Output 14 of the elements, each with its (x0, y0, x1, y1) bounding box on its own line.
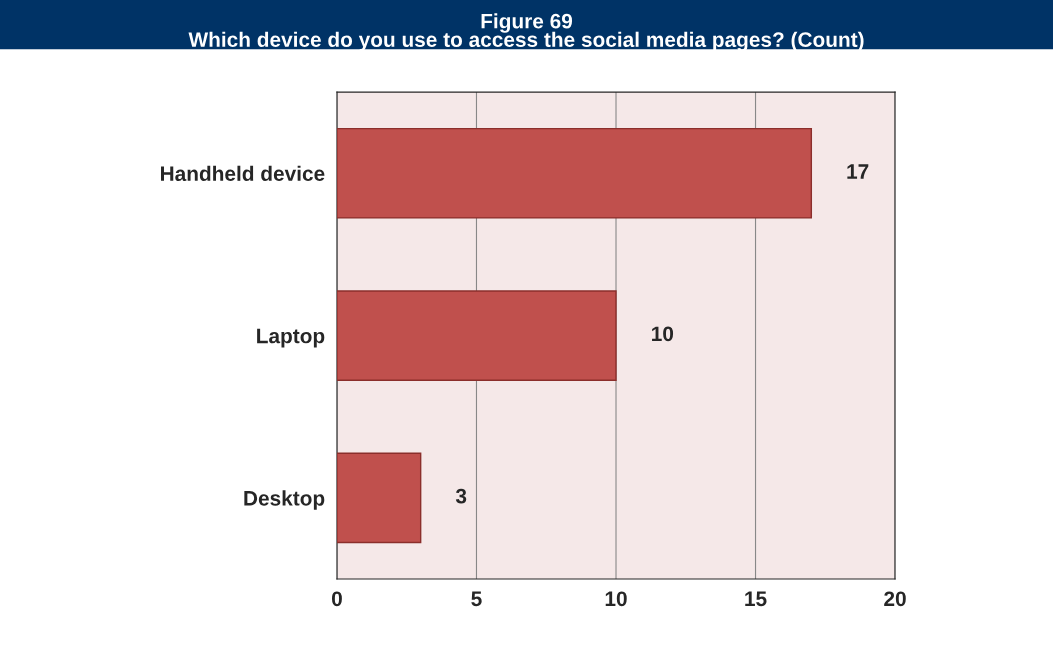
bar (336, 127, 813, 219)
y-tick-label: Handheld device (161, 165, 325, 182)
bar (336, 290, 617, 381)
bar (336, 452, 422, 544)
y-tick-label: Laptop (257, 328, 325, 348)
data-label: 17 (847, 164, 869, 179)
x-tick-label: 20 (884, 591, 906, 607)
y-tick-label: Desktop (244, 490, 325, 510)
data-label: 10 (652, 326, 674, 342)
x-tick-label: 15 (745, 591, 767, 607)
x-tick-label: 0 (331, 591, 342, 607)
x-tick-label: 5 (471, 591, 482, 607)
data-label: 3 (455, 488, 467, 504)
x-tick-label: 10 (605, 591, 627, 607)
